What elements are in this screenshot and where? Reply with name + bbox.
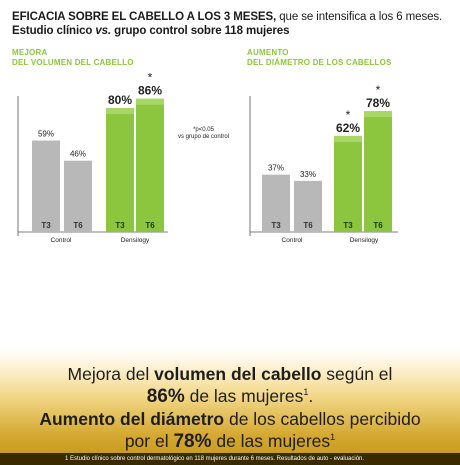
chart-1-value-label: 80% <box>108 93 132 107</box>
banner-l3-a: Aumento del diámetro <box>39 409 225 429</box>
chart-1-bar-highlight <box>106 108 134 114</box>
chart-1-title-line-1: MEJORA <box>12 48 48 57</box>
chart-1-title: MEJORA DEL VOLUMEN DEL CABELLO <box>12 48 134 68</box>
chart-2-bar-period-label: T3 <box>343 221 353 230</box>
chart-1-significance-star: * <box>148 71 153 85</box>
chart-2-group-label-control: Control <box>282 237 304 244</box>
banner-stat-78: 78% <box>173 431 212 452</box>
header-line-2-a: Estudio clínico <box>12 25 96 37</box>
chart-1-bar-period-label: T6 <box>73 221 83 230</box>
banner-l4-c: de las mujeres <box>211 431 331 451</box>
chart-2-bar-densilogy-t3 <box>334 135 362 232</box>
header: EFICACIA SOBRE EL CABELLO A LOS 3 MESES,… <box>12 10 452 38</box>
banner-l2-sup: 1 <box>303 387 309 398</box>
chart-1-group-label-densilogy: Densilogy <box>121 237 150 244</box>
chart-2-bar-control-t6 <box>294 180 322 232</box>
chart-1-value-label: 46% <box>70 150 86 159</box>
banner-l4-sup: 1 <box>330 432 336 443</box>
chart-2-bar-period-label: T6 <box>303 221 313 230</box>
significance-note-line-1: *p<0.05 <box>193 127 214 133</box>
header-line-1-bold: EFICACIA SOBRE EL CABELLO A LOS 3 MESES, <box>12 11 277 23</box>
results-banner: Mejora del volumen del cabello según el … <box>0 348 460 465</box>
chart-2-value-label: 78% <box>366 96 390 110</box>
header-line-2-c: grupo control sobre 118 mujeres <box>111 25 290 37</box>
chart-1-bar-densilogy-t6 <box>136 98 164 232</box>
chart-1-volumen: T3 59% T6 46% T3 80% T6 86%* Control Densilogy <box>17 71 168 244</box>
header-line-1-rest: que se intensifica a los 6 meses. <box>276 11 443 23</box>
banner-l4-a: por el <box>124 431 174 451</box>
banner-stat-86: 86% <box>146 386 185 407</box>
chart-1-title-line-2: DEL VOLUMEN DEL CABELLO <box>12 58 134 67</box>
chart-2-value-label: 33% <box>300 170 316 179</box>
chart-1-value-label: 59% <box>38 130 54 139</box>
banner-line-4: por el 78% de las mujeres1 <box>0 431 460 453</box>
banner-l1-a: Mejora del <box>67 364 155 384</box>
chart-2-title: AUMENTO DEL DIÁMETRO DE LOS CABELLOS <box>247 48 392 68</box>
chart-2-title-line-2: DEL DIÁMETRO DE LOS CABELLOS <box>247 58 392 67</box>
banner-l2-c: . <box>308 386 314 406</box>
chart-2-bar-period-label: T6 <box>373 221 383 230</box>
chart-2-value-label: 62% <box>336 121 360 135</box>
chart-1-bar-period-label: T3 <box>115 221 125 230</box>
header-line-2: Estudio clínico vs. grupo control sobre … <box>12 24 452 38</box>
chart-1-bar-highlight <box>136 98 164 105</box>
chart-1-bar-period-label: T3 <box>41 221 51 230</box>
chart-1-group-label-control: Control <box>51 237 73 244</box>
banner-line-2: 86% de las mujeres1. <box>0 386 460 408</box>
banner-line-3: Aumento del diámetro de los cabellos per… <box>0 409 460 430</box>
chart-2-group-label-densilogy: Densilogy <box>350 237 379 244</box>
significance-note-line-2: vs grupo de control <box>178 134 230 140</box>
banner-l1-b: volumen del cabello <box>154 364 322 384</box>
chart-2-bar-control-t3 <box>262 174 290 232</box>
chart-2-bar-densilogy-t6 <box>364 111 392 232</box>
chart-1-bar-period-label: T6 <box>145 221 155 230</box>
chart-2-value-label: 37% <box>268 164 284 173</box>
chart-2-significance-star: * <box>346 108 351 122</box>
banner-l3-b: de los cabellos percibido <box>224 409 421 429</box>
significance-note: *p<0.05 vs grupo de control <box>178 127 229 141</box>
chart-1-bar-densilogy-t3 <box>106 108 134 232</box>
chart-1-value-label: 86% <box>138 84 162 98</box>
chart-1-bar-control-t6 <box>64 160 92 232</box>
banner-line-1: Mejora del volumen del cabello según el <box>0 364 460 385</box>
banner-l1-c: según el <box>321 364 393 384</box>
chart-2-title-line-1: AUMENTO <box>247 48 289 57</box>
chart-2-bar-highlight <box>334 135 362 142</box>
study-footnote: 1 Estudio clínico sobre control dermatol… <box>0 453 460 465</box>
banner-l2-b: de las mujeres <box>184 386 304 406</box>
chart-2-significance-star: * <box>376 83 381 97</box>
chart-2-bar-highlight <box>364 111 392 118</box>
header-line-2-vs: vs. <box>95 25 112 37</box>
header-line-1: EFICACIA SOBRE EL CABELLO A LOS 3 MESES,… <box>12 10 452 24</box>
chart-1-bar-control-t3 <box>32 140 60 232</box>
chart-2-bar-period-label: T3 <box>271 221 281 230</box>
